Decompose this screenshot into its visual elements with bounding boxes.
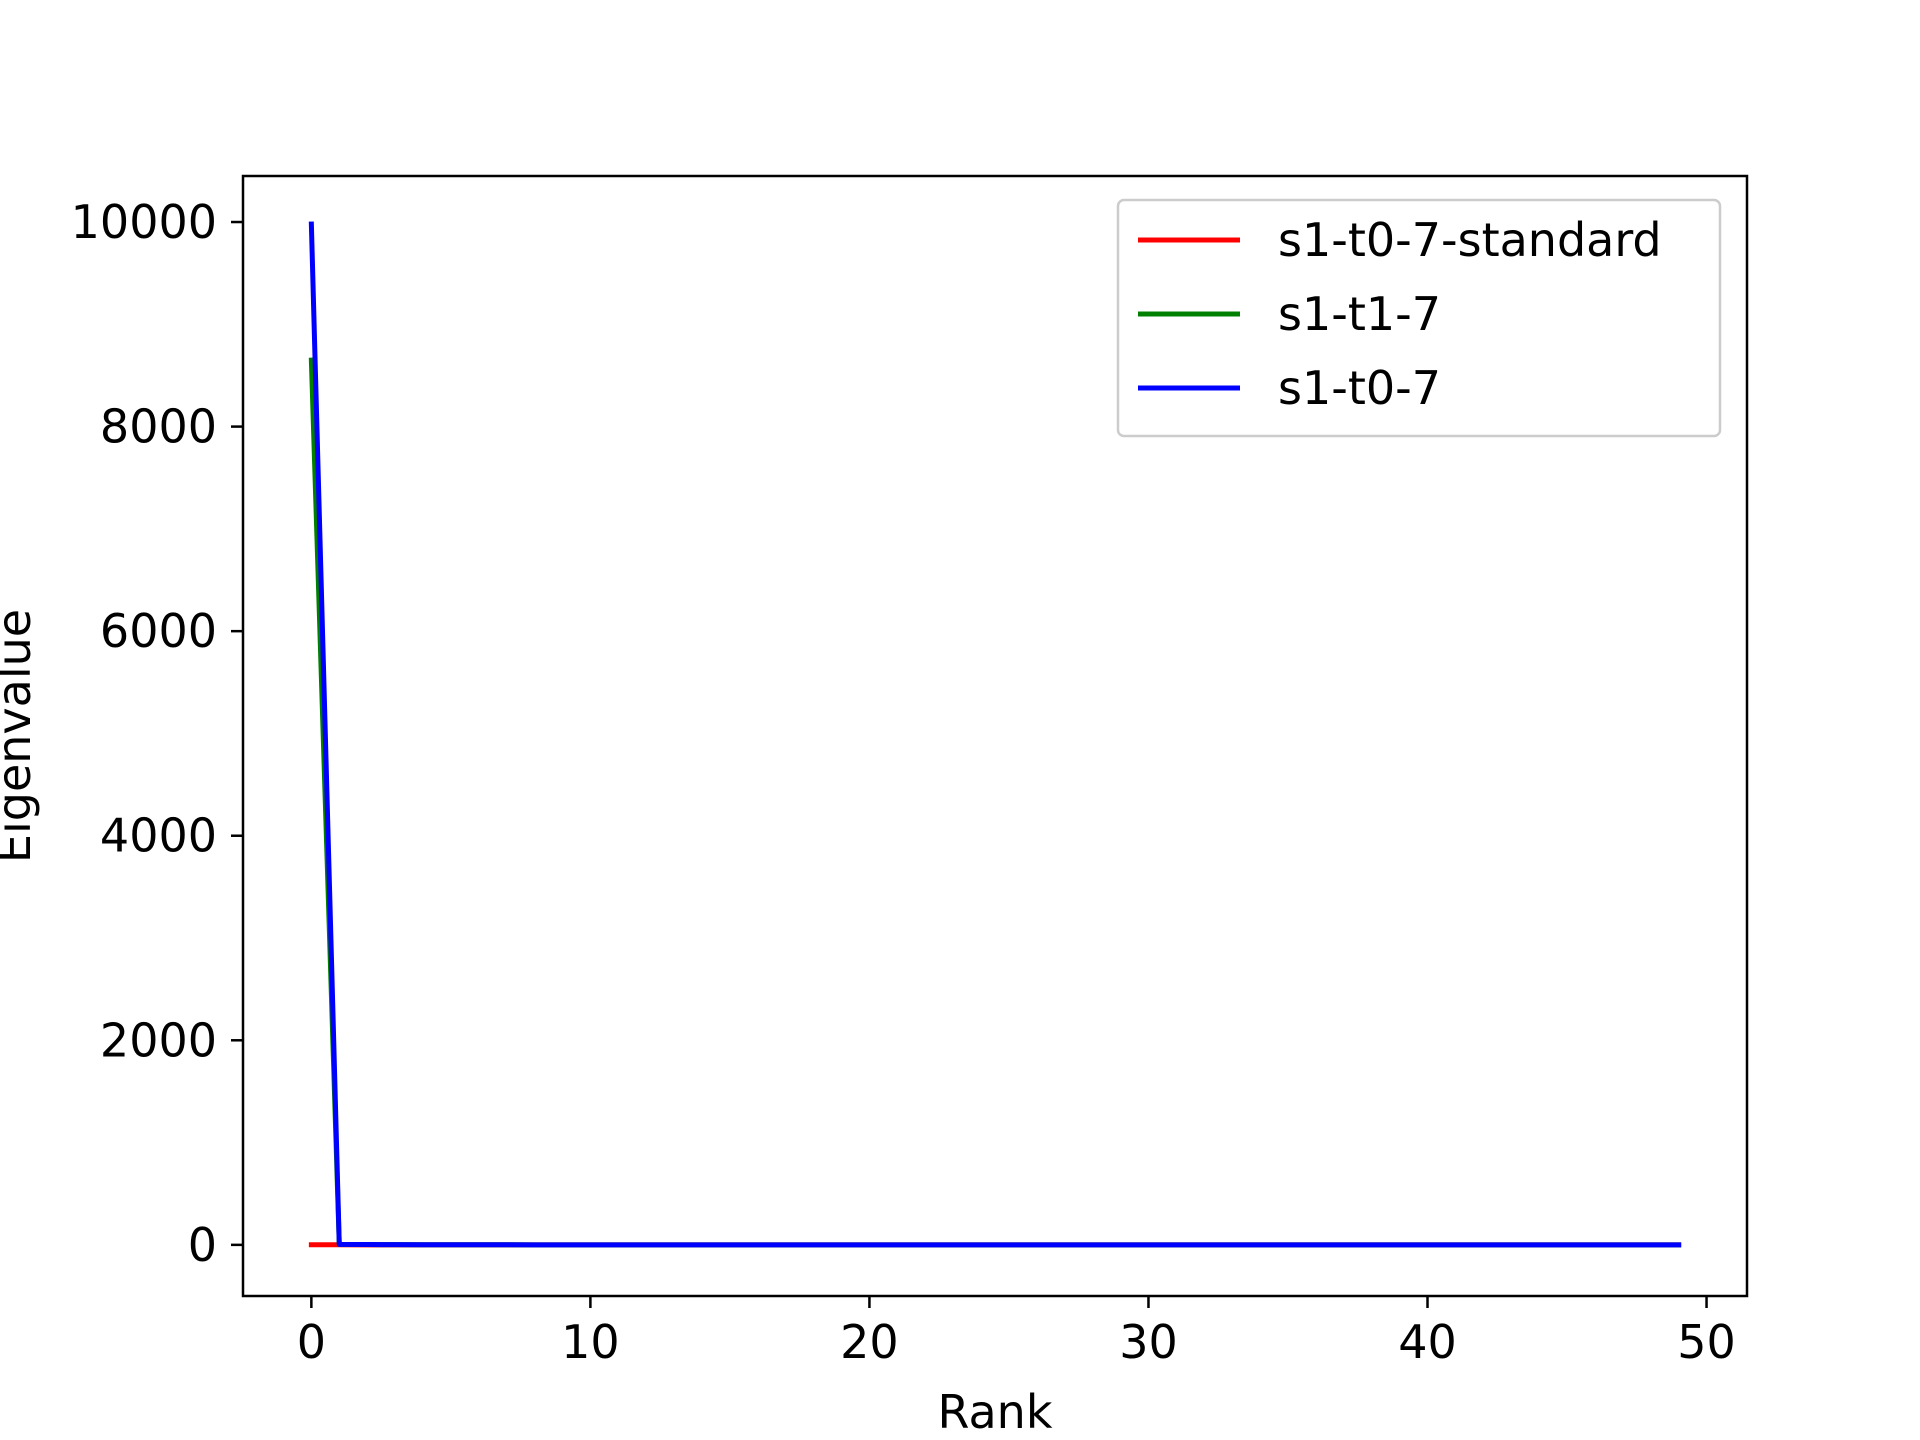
x-tick-label: 40 (1398, 1315, 1457, 1369)
x-tick-label: 50 (1677, 1315, 1736, 1369)
legend-label: s1-t0-7 (1278, 361, 1441, 415)
legend-item: s1-t0-7-standard (1138, 213, 1662, 267)
x-tick-label: 0 (297, 1315, 326, 1369)
axes-frame (241, 174, 1749, 1298)
y-axis-label: Eigenvalue (0, 609, 41, 863)
y-tick-label: 6000 (100, 604, 217, 658)
x-tick-label: 20 (840, 1315, 899, 1369)
y-tick-label: 4000 (100, 809, 217, 863)
legend-box (1116, 198, 1722, 438)
x-axis-label: Rank (938, 1385, 1053, 1439)
x-tick-label: 10 (561, 1315, 620, 1369)
plot-lines (308, 221, 1682, 1248)
y-tick-label: 8000 (100, 400, 217, 454)
legend-label: s1-t0-7-standard (1278, 213, 1662, 267)
y-tick-label: 2000 (100, 1013, 217, 1067)
y-tick-label: 10000 (71, 195, 217, 249)
y-axis-ticks: 0 2000 4000 6000 8000 10000 (71, 195, 243, 1272)
series-line-3 (308, 221, 1682, 1248)
x-axis-ticks: 0 10 20 30 40 50 (297, 1296, 1736, 1369)
y-tick-label: 0 (188, 1218, 217, 1272)
legend-label: s1-t1-7 (1278, 287, 1441, 341)
legend-item: s1-t1-7 (1138, 287, 1441, 341)
legend: s1-t0-7-standard s1-t1-7 s1-t0-7 (1116, 198, 1722, 438)
legend-item: s1-t0-7 (1138, 361, 1441, 415)
x-tick-label: 30 (1119, 1315, 1178, 1369)
